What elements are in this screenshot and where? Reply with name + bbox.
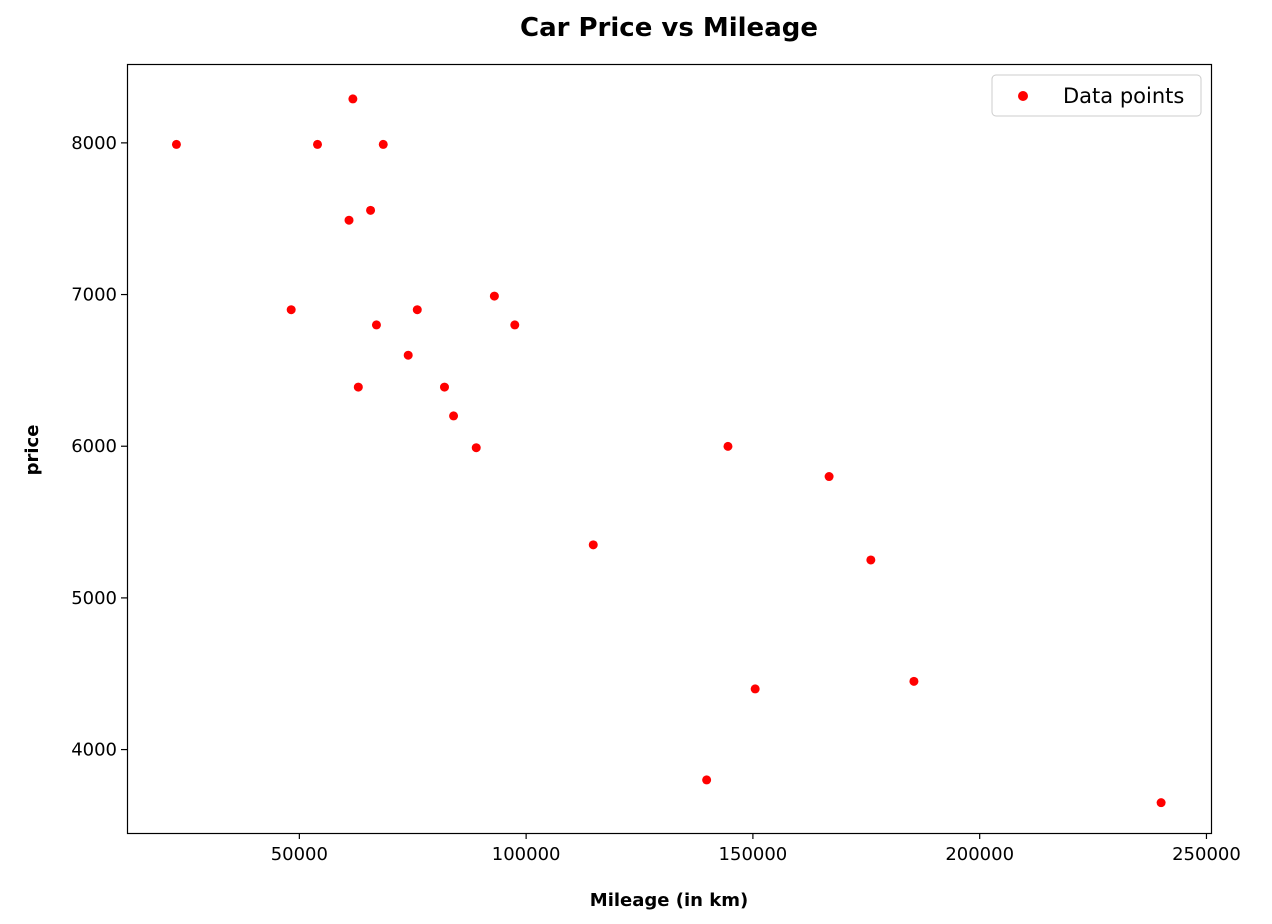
data-point (378, 139, 388, 149)
data-point (588, 540, 598, 550)
legend-marker-data-points (1018, 91, 1028, 101)
data-point (371, 320, 381, 330)
x-tick-label: 50000 (271, 844, 328, 865)
data-point (909, 676, 919, 686)
legend: Data points (991, 74, 1202, 117)
data-point (439, 382, 449, 392)
data-point (286, 305, 296, 315)
data-point (403, 350, 413, 360)
data-point (824, 472, 834, 482)
data-point (312, 139, 322, 149)
y-tick-label: 4000 (71, 740, 117, 761)
y-axis-ticks: 4000 5000 6000 7000 8000 (71, 133, 127, 761)
y-axis-label: price (22, 425, 43, 476)
x-tick-label: 150000 (719, 844, 788, 865)
data-point (412, 305, 422, 315)
x-tick-label: 200000 (945, 844, 1014, 865)
data-point (866, 555, 876, 565)
data-point (489, 291, 499, 301)
data-point (353, 382, 363, 392)
y-tick-label: 6000 (71, 436, 117, 457)
data-point (1156, 798, 1166, 808)
legend-box (991, 74, 1202, 117)
data-point (510, 320, 520, 330)
data-point (750, 684, 760, 694)
data-point (449, 411, 459, 421)
y-tick-label: 5000 (71, 588, 117, 609)
x-axis-ticks: 50000 100000 150000 200000 250000 (271, 833, 1241, 865)
y-tick-label: 7000 (71, 285, 117, 306)
chart-title: Car Price vs Mileage (520, 13, 818, 43)
data-point (471, 443, 481, 453)
x-axis-label: Mileage (in km) (590, 890, 748, 911)
data-point (171, 139, 181, 149)
x-tick-label: 100000 (492, 844, 561, 865)
data-point (723, 441, 733, 451)
plot-area-frame (126, 63, 1213, 835)
data-point (366, 205, 376, 215)
data-point (348, 94, 358, 104)
y-tick-label: 8000 (71, 133, 117, 154)
legend-label-data-points: Data points (1063, 84, 1184, 108)
data-point (702, 775, 712, 785)
data-point (344, 215, 354, 225)
x-tick-label: 250000 (1172, 844, 1241, 865)
data-points-layer (171, 94, 1166, 808)
